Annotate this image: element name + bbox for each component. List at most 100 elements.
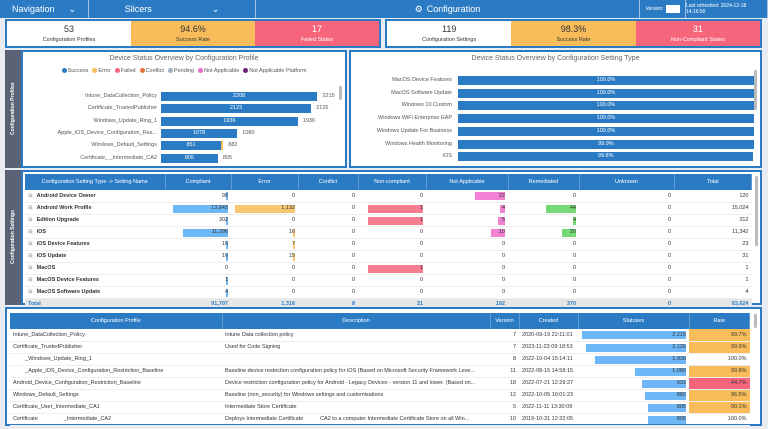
scrollbar[interactable]	[754, 70, 757, 110]
kpi-settings: 119 Configuration Settings 98.3% Success R…	[385, 19, 762, 48]
legend-item[interactable]: Not Applicable Platform	[243, 68, 306, 74]
column-header[interactable]: Not Applicable	[426, 174, 509, 190]
version-slicer[interactable]: Version:	[640, 0, 686, 18]
bar-success[interactable]: 100.0%	[458, 114, 754, 124]
data-bar	[235, 204, 295, 213]
legend-item[interactable]: Pending	[167, 68, 194, 74]
table-row[interactable]: ⊞ Android Work Profile 13,843 1,132 0 1 4 44 0 15…	[25, 202, 752, 215]
table-cell: 4	[426, 202, 508, 215]
column-header[interactable]: Error	[231, 174, 299, 190]
cell-value: 302	[218, 217, 228, 223]
bar-success[interactable]: 2123	[161, 104, 311, 114]
scrollbar[interactable]	[755, 176, 758, 246]
column-header[interactable]: Statuses	[578, 313, 690, 329]
cell-value: 882	[676, 392, 686, 398]
scrollbar[interactable]	[339, 86, 342, 100]
legend-label: Not Applicable	[204, 68, 240, 74]
cell-value: 100.0%	[727, 356, 747, 362]
table-row[interactable]: ⊞ iOS Device Features 16 7 0 0 0 0 0 23	[25, 238, 752, 251]
bar-success[interactable]: 100.0%	[458, 76, 754, 85]
expand-icon[interactable]: ⊞	[28, 241, 33, 247]
scrollbar[interactable]	[754, 314, 757, 328]
column-header[interactable]: Version	[490, 313, 520, 329]
column-header[interactable]: Unknown	[579, 174, 675, 190]
table-row[interactable]: Certificate_User_Intermediate_CA1 Interme…	[10, 401, 750, 414]
version-cell: 7	[490, 341, 519, 354]
kpi-label: Failed States	[300, 37, 334, 43]
bar-success[interactable]: 99.8%	[458, 152, 754, 162]
setting-name-cell: ⊞ iOS Update	[25, 250, 165, 263]
table-row[interactable]: ⊞ iOS Update 16 15 0 0 0 0 0 31	[25, 250, 752, 263]
bar-success[interactable]: 100.0%	[458, 88, 754, 98]
setting-name: MacOS Software Update	[36, 289, 101, 295]
bar-success[interactable]: 1078	[161, 128, 238, 138]
table-row[interactable]: ⊞ Edition Upgrade 302 0 0 1 5 4 0 312	[25, 214, 752, 227]
table-row[interactable]: ⊞ MacOS 0 0 0 1 0 0 0 1	[25, 262, 752, 275]
legend-item[interactable]: Failed	[114, 68, 136, 74]
bar-success[interactable]: 100.0%	[458, 126, 754, 136]
bar-success[interactable]: 851	[161, 141, 222, 151]
cell-value: 10	[509, 416, 516, 422]
bar-success[interactable]: 100.0%	[458, 101, 754, 111]
bar-error[interactable]	[221, 141, 224, 151]
cell-value: Device restriction configuration policy …	[225, 380, 476, 386]
slicers-dropdown[interactable]: Slicers ⌄	[89, 0, 256, 18]
expand-icon[interactable]: ⊞	[28, 253, 33, 259]
profile-name-cell: _Apple_iOS_Device_Configuration_Restrict…	[10, 365, 222, 378]
expand-icon[interactable]: ⊞	[28, 277, 33, 283]
data-bar	[368, 264, 423, 273]
bar-success[interactable]: 2208	[161, 92, 317, 101]
cell-value: 0	[667, 229, 671, 235]
column-header[interactable]: Compliant	[165, 174, 232, 190]
table-row[interactable]: ⊞ iOS 11,296 16 0 0 10 20 0 11,342	[25, 226, 752, 239]
bar-success[interactable]: 99.9%	[458, 139, 754, 149]
cell-value: 0	[501, 265, 505, 271]
legend-item[interactable]: Success	[61, 68, 88, 74]
table-row[interactable]: _Windows_Update_Ring_1 8 2022-10-04 15:14:…	[10, 353, 750, 366]
table-row[interactable]: Certificate_TrustedPublisher Used for Cod…	[10, 341, 750, 354]
expand-icon[interactable]: ⊞	[28, 205, 33, 211]
table-row[interactable]: ⊞ MacOS Device Features 1 0 0 0 0 0 0 1	[25, 274, 752, 287]
cell-value: 5	[512, 404, 516, 410]
description-cell: Baseline (non_security) for Windows sett…	[222, 389, 490, 402]
legend-item[interactable]: Conflict	[139, 68, 164, 74]
cell-value: 0	[291, 192, 295, 199]
navigation-dropdown[interactable]: Navigation ⌄	[0, 0, 89, 18]
column-header[interactable]: Conflict	[298, 174, 359, 190]
description-cell: Baseline device restriction configuratio…	[222, 365, 490, 378]
bar-success[interactable]: 1936	[161, 116, 298, 126]
table-row[interactable]: Windows_Default_Settings Baseline (non_se…	[10, 389, 750, 402]
expand-icon[interactable]: ⊞	[28, 192, 33, 199]
table-cell: 0	[579, 286, 674, 299]
table-cell: 0	[426, 286, 508, 299]
column-header[interactable]: Description	[222, 313, 491, 329]
expand-icon[interactable]: ⊞	[28, 289, 33, 295]
column-header[interactable]: Remediated	[508, 174, 580, 190]
table-row[interactable]: ⊞ Android Device Owner 98 0 0 0 22 0 0 120	[25, 190, 752, 203]
legend-item[interactable]: Not Applicable	[198, 68, 239, 74]
table-row[interactable]: Intune_DataCollection_Policy Intune Data …	[10, 329, 750, 342]
expand-icon[interactable]: ⊞	[28, 217, 33, 223]
version-input[interactable]	[665, 5, 680, 13]
table-row[interactable]: _Apple_iOS_Device_Configuration_Restrict…	[10, 365, 750, 378]
rate-cell: 100.0%	[689, 353, 750, 366]
bar-total-label: 2215	[322, 93, 335, 99]
column-header[interactable]: Non-compliant	[358, 174, 427, 190]
category-label: Intune_DataCollection_Policy	[85, 93, 157, 99]
data-bar	[226, 288, 228, 297]
table-row[interactable]: Android_Device_Configuration_Restriction…	[10, 377, 750, 390]
table-row[interactable]: ⊞ MacOS Software Update 4 0 0 0 0 0 0 4	[25, 286, 752, 299]
expand-icon[interactable]: ⊞	[28, 265, 33, 271]
column-header[interactable]: Configuration Setting Type -> Setting Na…	[25, 174, 166, 190]
description-cell: Intermediate Store Certificate	[222, 401, 490, 414]
bar-success[interactable]: 805	[161, 153, 218, 163]
column-header[interactable]: Configuration Profile	[10, 313, 223, 329]
cell-value: 2,215	[672, 331, 686, 338]
table-row[interactable]: Certificate _Intermediate_CA2 Deploys Int…	[10, 413, 750, 426]
expand-icon[interactable]: ⊞	[28, 229, 33, 235]
column-header[interactable]: Rate	[689, 313, 750, 329]
legend-item[interactable]: Error	[92, 68, 111, 74]
column-header[interactable]: Total	[674, 174, 752, 190]
table-cell: 7	[231, 238, 298, 251]
column-header[interactable]: Created	[519, 313, 579, 329]
